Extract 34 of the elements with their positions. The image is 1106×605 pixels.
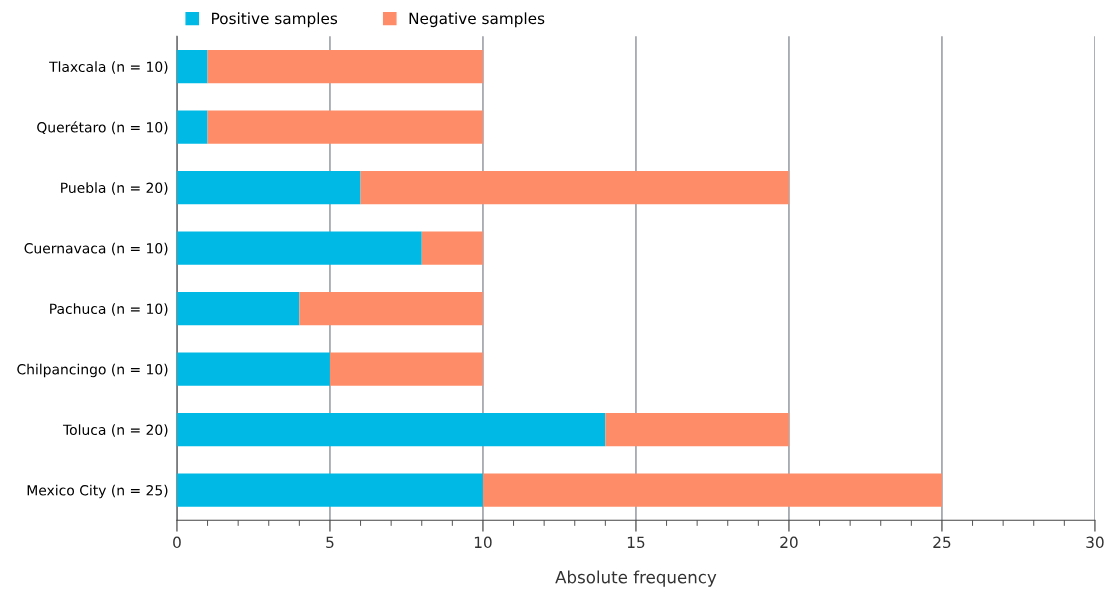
bar	[329, 352, 483, 386]
legend-label: Negative samples	[409, 12, 545, 28]
x-tick-label: 0	[173, 536, 181, 549]
y-tick-label: Mexico City (n = 25)	[27, 484, 168, 499]
x-tick-label: 25	[933, 536, 951, 549]
bar	[482, 473, 942, 507]
bar	[207, 49, 483, 84]
bar	[176, 170, 361, 205]
y-tick-label: Cuernavaca (n = 10)	[24, 242, 168, 256]
y-tick-label: Chilpancingo (n = 10)	[17, 363, 168, 378]
y-tick-label: Tlaxcala (n = 10)	[49, 61, 168, 74]
bar	[421, 231, 483, 265]
bar	[176, 231, 422, 265]
bar	[176, 291, 300, 326]
bar	[176, 412, 606, 447]
y-tick-label: Puebla (n = 20)	[61, 182, 168, 195]
y-tick-label: Querétaro (n = 10)	[37, 121, 168, 135]
bar	[176, 49, 208, 84]
bar	[605, 412, 789, 447]
x-tick-label: 10	[474, 536, 492, 549]
bar	[360, 170, 789, 205]
bar	[299, 291, 483, 326]
y-tick-label: Pachuca (n = 10)	[50, 303, 168, 316]
y-tick-label: Toluca (n = 20)	[62, 424, 168, 437]
x-tick-label: 30	[1086, 536, 1104, 549]
x-tick-label: 20	[780, 536, 798, 549]
bar	[176, 110, 208, 144]
bar	[207, 110, 483, 144]
bar	[176, 473, 483, 507]
x-tick-label: 5	[326, 536, 334, 549]
x-axis-title: Absolute frequency	[555, 570, 717, 587]
x-tick-label: 15	[627, 536, 645, 549]
legend-label: Positive samples	[212, 12, 338, 28]
bar	[176, 352, 330, 386]
